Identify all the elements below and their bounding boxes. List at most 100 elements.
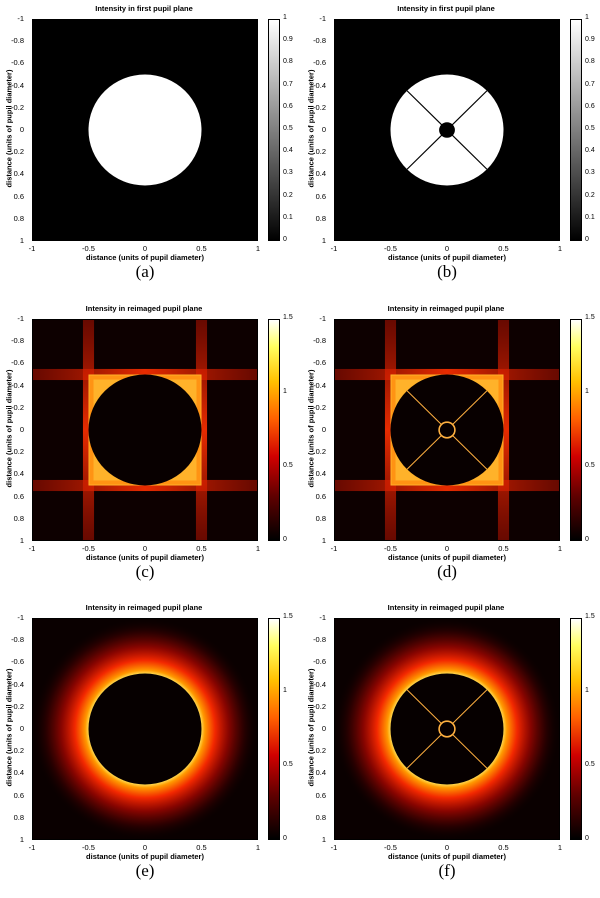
colorbar-tick-label: 1.5 — [283, 314, 293, 321]
y-tick-label: -0.2 — [11, 102, 24, 112]
y-tick-label: 0.8 — [13, 213, 24, 223]
central-obstruction — [439, 122, 455, 138]
panel-caption: (c) — [135, 562, 155, 581]
heatmap-image — [32, 19, 258, 241]
heatmap-image — [334, 319, 560, 541]
y-tick-label: -0.6 — [313, 358, 326, 368]
chart-panel-b: Intensity in first pupil plane -1 -0.8 -0.6… — [302, 0, 600, 299]
y-tick-label: 0.8 — [13, 513, 24, 523]
y-tick-label: 0.8 — [315, 812, 326, 822]
y-tick-label: 0.6 — [13, 191, 24, 201]
x-tick-label: 0.5 — [196, 544, 207, 553]
x-tick-label: -1 — [330, 244, 338, 253]
colorbar-tick-label: 0.3 — [283, 169, 293, 177]
colorbar-tick-label: 0.7 — [585, 80, 595, 88]
x-axis-label: distance (units of pupil diameter) — [388, 852, 506, 861]
x-tick-label: 0 — [142, 244, 148, 253]
panel-caption: (e) — [135, 861, 155, 880]
pupil-disk — [88, 673, 202, 785]
colorbar-tick-label: 0.5 — [585, 462, 595, 469]
y-tick-label: -0.2 — [313, 402, 326, 412]
plot-area — [334, 319, 560, 541]
y-tick-label: -0.8 — [313, 36, 326, 46]
plot-area — [32, 319, 258, 541]
x-tick-label: 1 — [557, 544, 563, 553]
y-tick-label: -0.2 — [313, 102, 326, 112]
chart-title: Intensity in reimaged pupil plane — [387, 603, 505, 612]
y-tick-label: 0.6 — [315, 491, 326, 501]
panel-caption: (f) — [438, 861, 456, 880]
y-tick-label: 0 — [19, 425, 24, 434]
x-tick-label: 0 — [444, 244, 450, 253]
y-tick-label: -0.4 — [11, 380, 24, 390]
y-tick-label: 0.4 — [13, 768, 24, 778]
colorbar-tick-label: 1 — [585, 687, 589, 694]
colorbar-tick-label: 0.6 — [585, 102, 595, 110]
y-tick-label: -1 — [319, 14, 326, 23]
x-tick-label: 0 — [444, 544, 450, 553]
y-tick-label: -0.4 — [11, 679, 24, 689]
x-tick-label: -0.5 — [82, 544, 95, 553]
y-tick-label: -1 — [319, 314, 326, 323]
y-tick-label: -0.6 — [313, 58, 326, 68]
y-tick-label: -0.6 — [11, 657, 24, 667]
y-tick-label: -0.6 — [11, 358, 24, 368]
chart-title: Intensity in reimaged pupil plane — [85, 603, 203, 612]
x-tick-label: 0.5 — [498, 544, 509, 553]
x-tick-label: 0.5 — [498, 244, 509, 253]
colorbar-tick-label: 0.7 — [283, 80, 293, 88]
y-axis-label: distance (units of pupil diameter) — [4, 668, 14, 787]
y-tick-label: -0.2 — [313, 701, 326, 711]
colorbar-tick-label: 0.5 — [585, 761, 595, 768]
y-tick-label: 0 — [19, 724, 24, 733]
y-tick-label: 0.4 — [315, 169, 326, 179]
panel-caption: (a) — [135, 262, 155, 281]
y-tick-label: -0.8 — [313, 336, 326, 346]
y-tick-label: 0.4 — [13, 469, 24, 479]
y-tick-label: 0.2 — [315, 447, 326, 457]
colorbar-tick-label: 0.8 — [283, 58, 293, 66]
y-tick-label: -1 — [319, 613, 326, 622]
chart-panel-f: Intensity in reimaged pupil plane -1 -0.8 -… — [302, 599, 600, 898]
y-tick-label: -0.8 — [313, 635, 326, 645]
colorbar-tick-label: 0.1 — [585, 213, 595, 221]
colorbar — [268, 19, 280, 241]
colorbar — [570, 19, 582, 241]
y-tick-label: 0.6 — [13, 790, 24, 800]
y-tick-label: -0.6 — [11, 58, 24, 68]
y-tick-label: -1 — [17, 14, 24, 23]
x-axis-label: distance (units of pupil diameter) — [388, 253, 506, 262]
y-tick-label: 0.2 — [315, 147, 326, 157]
x-tick-label: -1 — [330, 843, 338, 852]
x-axis-label: distance (units of pupil diameter) — [86, 253, 204, 262]
x-tick-label: 0.5 — [196, 244, 207, 253]
y-tick-label: -1 — [17, 314, 24, 323]
heatmap-image — [334, 618, 560, 840]
y-tick-label: 0 — [19, 125, 24, 134]
x-tick-label: 1 — [255, 244, 261, 253]
x-tick-label: 1 — [557, 244, 563, 253]
colorbar-tick-label: 0 — [283, 835, 287, 842]
x-tick-label: 0 — [142, 843, 148, 852]
colorbar-tick-label: 0.8 — [585, 58, 595, 66]
chart-title: Intensity in reimaged pupil plane — [387, 304, 505, 313]
y-tick-label: 0 — [321, 425, 326, 434]
y-tick-label: -0.4 — [11, 80, 24, 90]
x-tick-label: -0.5 — [82, 843, 95, 852]
x-tick-label: 1 — [255, 843, 261, 852]
y-tick-label: 0.2 — [13, 746, 24, 756]
y-tick-label: 0 — [321, 724, 326, 733]
x-tick-label: -1 — [28, 843, 36, 852]
x-tick-label: 0 — [142, 544, 148, 553]
y-tick-label: -0.8 — [11, 336, 24, 346]
y-tick-label: 0.8 — [315, 513, 326, 523]
pupil-disk — [88, 374, 202, 486]
panel-caption: (d) — [437, 562, 457, 581]
plot-area — [334, 19, 560, 241]
plot-area — [334, 618, 560, 840]
colorbar-tick-label: 0 — [585, 536, 589, 543]
x-tick-label: 0.5 — [498, 843, 509, 852]
x-tick-label: -1 — [330, 544, 338, 553]
colorbar — [570, 618, 582, 840]
chart-panel-d: Intensity in reimaged pupil plane -1 -0.8 -… — [302, 300, 600, 599]
